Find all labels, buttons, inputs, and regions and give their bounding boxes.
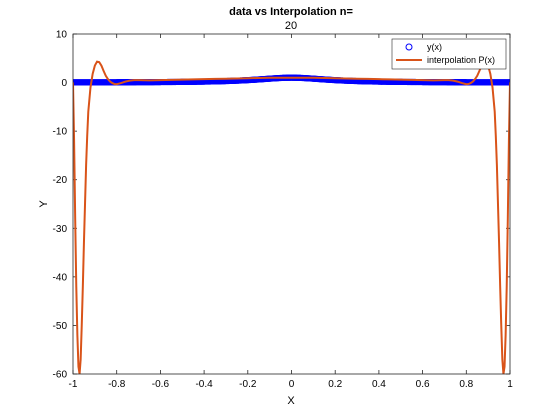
y-tick-label: -30 [53,224,68,235]
legend: y(x) interpolation P(x) [391,38,507,70]
y-axis-label: Y [38,200,50,208]
x-tick-label: 0.4 [372,379,386,390]
x-tick-label: 1 [507,379,513,390]
y-tick-label: -40 [53,272,68,283]
y-tick-label: -10 [53,127,68,138]
chart-subtitle: 20 [285,20,297,32]
legend-marker-data [405,43,413,51]
x-tick-label: -0.6 [152,379,170,390]
legend-label-data: y(x) [427,42,442,52]
plot-background [73,34,510,374]
x-tick-label: -1 [69,379,78,390]
y-tick-label: 0 [61,78,67,89]
x-axis-label: X [287,395,295,407]
y-tick-label: 10 [56,30,68,41]
y-tick-label: -60 [53,370,68,381]
x-tick-label: 0 [289,379,295,390]
x-tick-label: -0.4 [195,379,213,390]
chart-title: data vs Interpolation n= [229,6,353,18]
plot-frame [72,33,511,375]
series-y-of-x [73,74,510,86]
legend-label-interp: interpolation P(x) [427,55,495,65]
y-tick-label: -20 [53,175,68,186]
series-interpolation-line [73,60,510,374]
x-axis-ticks: -1 -0.8 -0.6 -0.4 -0.2 0 0.2 0.4 0.6 0.8 1 [69,34,513,390]
y-tick-label: -50 [53,321,68,332]
x-tick-label: 0.2 [328,379,342,390]
x-tick-label: 0.6 [416,379,430,390]
x-tick-label: -0.8 [108,379,126,390]
x-tick-label: -0.2 [239,379,257,390]
x-tick-label: 0.8 [459,379,473,390]
legend-box [391,38,507,70]
